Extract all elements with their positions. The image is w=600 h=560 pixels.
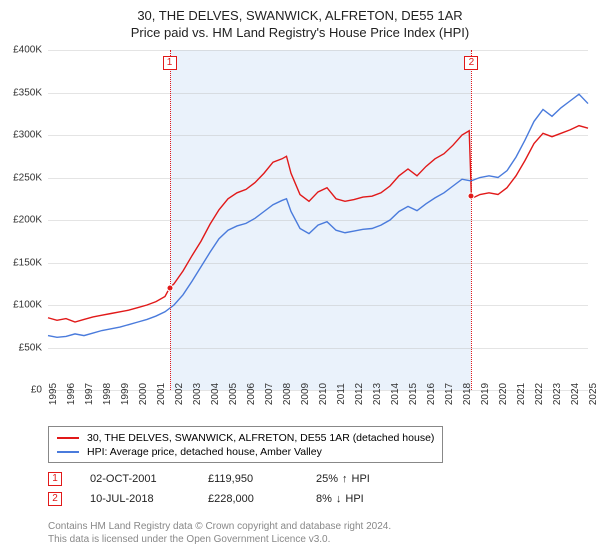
marker-box-2: 2 bbox=[464, 56, 478, 70]
x-axis-label: 2003 bbox=[192, 383, 203, 405]
x-axis-label: 1998 bbox=[102, 383, 113, 405]
x-axis-label: 2010 bbox=[318, 383, 329, 405]
marker-dot-2 bbox=[468, 193, 475, 200]
x-axis-label: 2000 bbox=[138, 383, 149, 405]
y-axis-label: £100K bbox=[13, 300, 42, 311]
x-axis-label: 2005 bbox=[228, 383, 239, 405]
footnote-line1: Contains HM Land Registry data © Crown c… bbox=[48, 520, 588, 533]
footnote: Contains HM Land Registry data © Crown c… bbox=[48, 520, 588, 546]
event-row-2: 2 10-JUL-2018 £228,000 8% ↓ HPI bbox=[48, 492, 588, 506]
x-axis-label: 2022 bbox=[534, 383, 545, 405]
footnote-line2: This data is licensed under the Open Gov… bbox=[48, 533, 588, 546]
marker-dot-1 bbox=[166, 285, 173, 292]
y-axis-label: £250K bbox=[13, 172, 42, 183]
arrow-up-icon: ↑ bbox=[342, 473, 348, 485]
x-axis-label: 1997 bbox=[84, 383, 95, 405]
legend-swatch-hpi bbox=[57, 451, 79, 453]
event-delta-pct: 25% bbox=[316, 473, 338, 485]
x-axis-label: 2007 bbox=[264, 383, 275, 405]
chart-title-sub: Price paid vs. HM Land Registry's House … bbox=[0, 25, 600, 40]
marker-line-2 bbox=[471, 50, 472, 390]
arrow-down-icon: ↓ bbox=[336, 493, 342, 505]
x-axis-label: 2019 bbox=[480, 383, 491, 405]
x-axis-label: 2015 bbox=[408, 383, 419, 405]
x-axis-label: 1995 bbox=[48, 383, 59, 405]
x-axis-label: 2014 bbox=[390, 383, 401, 405]
x-axis-label: 2020 bbox=[498, 383, 509, 405]
event-date: 10-JUL-2018 bbox=[90, 493, 180, 505]
chart-title-block: 30, THE DELVES, SWANWICK, ALFRETON, DE55… bbox=[0, 0, 600, 40]
y-axis-label: £50K bbox=[19, 342, 42, 353]
x-axis-label: 2023 bbox=[552, 383, 563, 405]
x-axis-label: 2002 bbox=[174, 383, 185, 405]
x-axis-label: 2017 bbox=[444, 383, 455, 405]
y-axis-label: £350K bbox=[13, 87, 42, 98]
x-axis-label: 2024 bbox=[570, 383, 581, 405]
marker-box-1: 1 bbox=[163, 56, 177, 70]
x-axis-label: 2016 bbox=[426, 383, 437, 405]
x-axis-label: 2006 bbox=[246, 383, 257, 405]
event-price: £119,950 bbox=[208, 473, 288, 485]
event-delta-pct: 8% bbox=[316, 493, 332, 505]
series-hpi bbox=[48, 94, 588, 337]
x-axis-label: 2013 bbox=[372, 383, 383, 405]
y-axis-label: £400K bbox=[13, 45, 42, 56]
y-axis-label: £200K bbox=[13, 215, 42, 226]
events-table: 1 02-OCT-2001 £119,950 25% ↑ HPI 2 10-JUL-201… bbox=[48, 472, 588, 512]
event-row-1: 1 02-OCT-2001 £119,950 25% ↑ HPI bbox=[48, 472, 588, 486]
marker-line-1 bbox=[170, 50, 171, 390]
legend-swatch-property bbox=[57, 437, 79, 439]
legend-label-property: 30, THE DELVES, SWANWICK, ALFRETON, DE55… bbox=[87, 431, 434, 445]
event-delta-label: HPI bbox=[345, 493, 363, 505]
y-axis-label: £0 bbox=[31, 385, 42, 396]
event-delta: 8% ↓ HPI bbox=[316, 493, 364, 505]
y-axis-label: £150K bbox=[13, 257, 42, 268]
legend-row-hpi: HPI: Average price, detached house, Ambe… bbox=[57, 445, 434, 459]
event-delta: 25% ↑ HPI bbox=[316, 473, 370, 485]
legend-row-property: 30, THE DELVES, SWANWICK, ALFRETON, DE55… bbox=[57, 431, 434, 445]
x-axis-label: 2012 bbox=[354, 383, 365, 405]
event-date: 02-OCT-2001 bbox=[90, 473, 180, 485]
x-axis-label: 2008 bbox=[282, 383, 293, 405]
event-price: £228,000 bbox=[208, 493, 288, 505]
x-axis-label: 2009 bbox=[300, 383, 311, 405]
event-marker: 1 bbox=[48, 472, 62, 486]
chart-title-main: 30, THE DELVES, SWANWICK, ALFRETON, DE55… bbox=[0, 8, 600, 23]
x-axis-label: 2011 bbox=[336, 383, 347, 405]
event-delta-label: HPI bbox=[352, 473, 370, 485]
chart-area: £0£50K£100K£150K£200K£250K£300K£350K£400… bbox=[48, 50, 588, 390]
y-axis-label: £300K bbox=[13, 130, 42, 141]
series-property bbox=[48, 126, 588, 322]
x-axis-label: 1996 bbox=[66, 383, 77, 405]
event-marker: 2 bbox=[48, 492, 62, 506]
x-axis-label: 2001 bbox=[156, 383, 167, 405]
x-axis-label: 2021 bbox=[516, 383, 527, 405]
x-axis-label: 2004 bbox=[210, 383, 221, 405]
chart-lines bbox=[48, 50, 588, 390]
legend: 30, THE DELVES, SWANWICK, ALFRETON, DE55… bbox=[48, 426, 443, 463]
legend-label-hpi: HPI: Average price, detached house, Ambe… bbox=[87, 445, 322, 459]
x-axis-label: 2025 bbox=[588, 383, 599, 405]
x-axis-label: 1999 bbox=[120, 383, 131, 405]
